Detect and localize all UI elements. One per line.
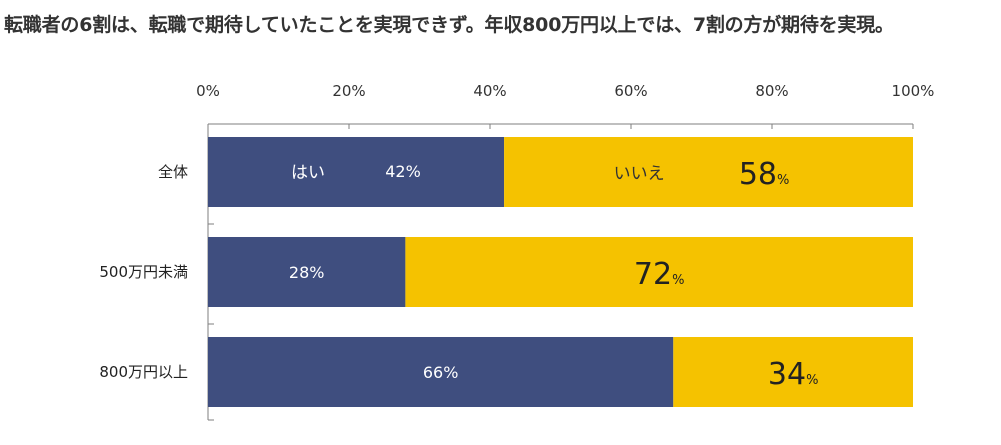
bar-segment bbox=[208, 137, 505, 207]
series-inline-label: はい bbox=[291, 163, 325, 183]
bar-segment bbox=[208, 237, 406, 307]
category-label: 800万円以上 bbox=[99, 363, 188, 381]
x-tick-label: 80% bbox=[755, 82, 788, 100]
category-label: 500万円未満 bbox=[99, 263, 188, 281]
bar-segment bbox=[208, 337, 674, 407]
axis-layer: 0% 20% 40% 60% 80% 100% bbox=[196, 82, 935, 421]
x-tick-label: 100% bbox=[892, 82, 935, 100]
series-inline-label: いいえ bbox=[614, 164, 665, 184]
bar-segment bbox=[405, 237, 913, 307]
chart-headline: 転職者の6割は、転職で期待していたことを実現できず。年収800万円以上では、7割… bbox=[4, 14, 894, 36]
data-label: 72% bbox=[634, 257, 685, 292]
x-tick-label: 20% bbox=[332, 82, 365, 100]
data-label: 28% bbox=[289, 263, 325, 282]
bar-segment bbox=[504, 137, 913, 207]
data-label: 58% bbox=[739, 157, 790, 192]
x-tick-label: 60% bbox=[614, 82, 647, 100]
labels-layer: 全体 はい 42% いいえ 58% 500万円未満 28% 72% 800万円以上 66% 34% bbox=[99, 157, 818, 392]
bar-segment bbox=[673, 337, 913, 407]
x-tick-label: 0% bbox=[196, 82, 220, 100]
data-label: 66% bbox=[423, 363, 459, 382]
bars-layer bbox=[208, 137, 913, 407]
x-tick-label: 40% bbox=[473, 82, 506, 100]
data-label: 34% bbox=[768, 357, 819, 392]
data-label: 42% bbox=[385, 162, 421, 181]
category-label: 全体 bbox=[158, 163, 188, 181]
